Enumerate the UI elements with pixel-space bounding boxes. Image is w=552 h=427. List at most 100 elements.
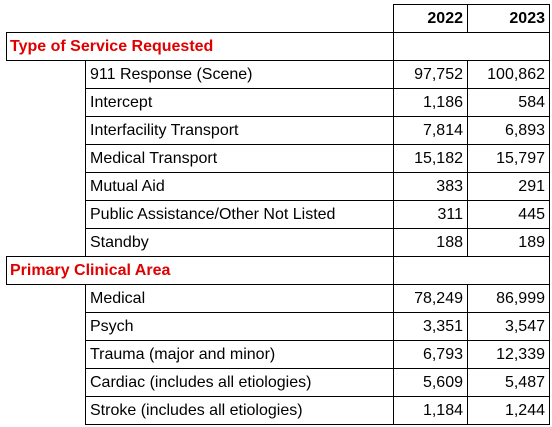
grid-line <box>549 116 550 145</box>
grid-line <box>393 116 394 145</box>
grid-line <box>549 144 550 173</box>
grid-line <box>467 172 468 201</box>
grid-line <box>6 60 85 61</box>
grid-line <box>393 4 394 33</box>
grid-line <box>393 284 394 313</box>
grid-line <box>393 32 394 61</box>
grid-line <box>85 368 86 397</box>
grid-line <box>85 116 550 117</box>
grid-line <box>85 284 86 313</box>
grid-line <box>85 340 550 341</box>
value-2023: 1,244 <box>504 402 545 419</box>
value-2022: 6,793 <box>422 346 463 363</box>
grid-line <box>549 172 550 201</box>
grid-line <box>6 256 7 285</box>
grid-line <box>85 312 86 341</box>
grid-line <box>85 88 86 117</box>
grid-line <box>467 200 468 229</box>
grid-line <box>549 60 550 89</box>
grid-line <box>467 60 468 89</box>
value-2023: 15,797 <box>496 150 545 167</box>
grid-line <box>467 116 468 145</box>
grid-line <box>467 4 468 33</box>
value-2023: 100,862 <box>487 66 545 83</box>
grid-line <box>85 60 86 89</box>
grid-line <box>85 284 550 285</box>
row-label: Trauma (major and minor) <box>90 346 276 363</box>
row-label: Cardiac (includes all etiologies) <box>90 374 312 391</box>
row-label: Intercept <box>90 94 153 111</box>
grid-line <box>85 144 550 145</box>
grid-line <box>393 228 394 257</box>
grid-line <box>393 396 394 425</box>
grid-line <box>549 228 550 257</box>
value-2022: 7,814 <box>422 122 463 139</box>
grid-line <box>467 88 468 117</box>
value-2023: 12,339 <box>496 346 545 363</box>
row-label: Standby <box>90 234 149 251</box>
value-2023: 6,893 <box>504 122 545 139</box>
grid-line <box>85 172 550 173</box>
grid-line <box>549 396 550 425</box>
row-label: Psych <box>90 318 134 335</box>
value-2022: 311 <box>437 206 463 223</box>
grid-line <box>467 312 468 341</box>
grid-line <box>549 256 550 285</box>
value-2022: 97,752 <box>414 66 463 83</box>
row-label: 911 Response (Scene) <box>90 66 253 83</box>
grid-line <box>467 396 468 425</box>
grid-line <box>85 228 550 229</box>
value-2022: 15,182 <box>414 150 463 167</box>
value-2022: 188 <box>436 234 463 251</box>
grid-line <box>393 60 394 89</box>
row-label: Public Assistance/Other Not Listed <box>90 206 336 223</box>
row-label: Medical <box>90 290 146 307</box>
grid-line <box>549 368 550 397</box>
value-2022: 5,609 <box>422 374 463 391</box>
grid-line <box>85 200 550 201</box>
grid-line <box>549 88 550 117</box>
grid-line <box>393 312 394 341</box>
grid-line <box>85 88 550 89</box>
grid-line <box>467 340 468 369</box>
value-2022: 1,186 <box>422 94 463 111</box>
grid-line <box>467 228 468 257</box>
value-2023: 291 <box>518 178 545 195</box>
grid-line <box>393 256 394 285</box>
grid-line <box>85 396 550 397</box>
grid-line <box>85 172 86 201</box>
grid-line <box>393 172 394 201</box>
grid-line <box>393 368 394 397</box>
grid-line <box>6 32 550 33</box>
grid-line <box>549 312 550 341</box>
grid-line <box>549 32 550 61</box>
grid-line <box>85 424 550 425</box>
value-2023: 5,487 <box>504 374 545 391</box>
grid-line <box>6 32 7 61</box>
grid-line <box>85 60 550 61</box>
grid-line <box>393 340 394 369</box>
grid-line <box>85 228 86 257</box>
row-label: Interfacility Transport <box>90 122 239 139</box>
section-title: Type of Service Requested <box>10 38 214 55</box>
grid-line <box>85 340 86 369</box>
value-2022: 383 <box>436 178 463 195</box>
year-2023-header: 2023 <box>509 10 545 27</box>
grid-line <box>393 200 394 229</box>
value-2023: 445 <box>518 206 545 223</box>
grid-line <box>85 368 550 369</box>
grid-line <box>393 88 394 117</box>
grid-line <box>549 340 550 369</box>
value-2022: 3,351 <box>422 318 463 335</box>
grid-line <box>467 368 468 397</box>
grid-line <box>85 200 86 229</box>
grid-line <box>467 284 468 313</box>
grid-line <box>85 144 86 173</box>
row-label: Mutual Aid <box>90 178 165 195</box>
year-2022-header: 2022 <box>427 10 463 27</box>
grid-line <box>85 312 550 313</box>
grid-line <box>549 200 550 229</box>
grid-line <box>393 144 394 173</box>
grid-line <box>85 116 86 145</box>
